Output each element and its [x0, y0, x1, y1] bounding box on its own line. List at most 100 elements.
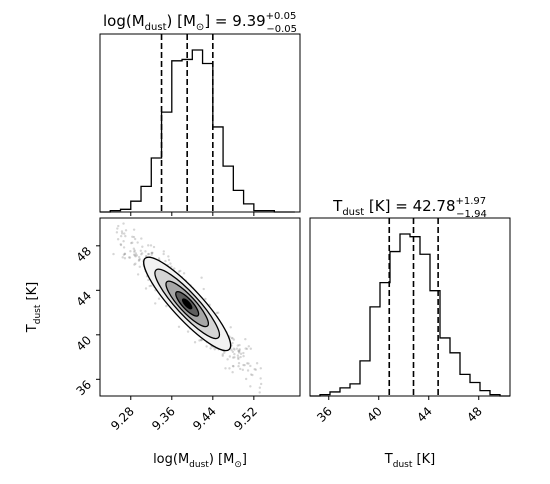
temperature-bin: [370, 307, 380, 396]
sample-point: [193, 341, 197, 344]
temperature-histogram-frame: [309, 217, 511, 397]
sample-point: [77, 159, 79, 161]
sample-point: [246, 369, 250, 372]
sample-point: [115, 231, 119, 234]
sample-point: [150, 284, 153, 287]
sample-point: [140, 237, 143, 240]
mass-histogram: [100, 34, 295, 213]
sample-point: [231, 341, 234, 345]
sample-point: [204, 297, 207, 301]
mass-bin: [233, 190, 243, 212]
sample-point: [246, 362, 249, 365]
sample-point: [239, 367, 242, 371]
sample-point: [117, 224, 120, 228]
sample-point: [119, 234, 123, 238]
mass-bin: [203, 64, 213, 213]
sample-point: [242, 351, 245, 355]
sample-point: [253, 368, 256, 371]
mass-bin: [141, 186, 151, 212]
sample-point: [258, 386, 262, 389]
temperature-y-axis-label: Tdust [K]: [25, 282, 43, 333]
sample-point: [258, 391, 261, 394]
sample-point: [122, 253, 126, 256]
mass-bin: [213, 127, 223, 212]
sample-point: [164, 259, 167, 263]
sample-point: [132, 247, 136, 250]
sample-point: [238, 349, 241, 352]
sample-point: [120, 232, 124, 235]
sample-point: [130, 241, 133, 245]
mass-x-tick-label: 9.44: [190, 404, 219, 433]
sample-point: [132, 235, 136, 239]
sample-point: [122, 222, 125, 225]
sample-point: [226, 358, 229, 361]
sample-point: [244, 337, 247, 341]
temperature-y-tick-label: 44: [73, 289, 94, 310]
sample-point: [170, 265, 173, 268]
sample-point: [140, 252, 144, 255]
temperature-bin: [460, 374, 470, 396]
sample-point: [205, 345, 208, 348]
sample-point: [247, 345, 251, 348]
sample-point: [237, 349, 240, 353]
sample-point: [133, 249, 136, 252]
sample-point: [238, 348, 241, 351]
sample-point: [242, 354, 245, 358]
sample-point: [249, 347, 253, 350]
sample-point: [237, 351, 241, 354]
sample-point: [232, 365, 235, 368]
sample-point: [123, 252, 127, 256]
sample-point: [147, 278, 150, 282]
mass-x-tick-label: 9.36: [149, 404, 178, 433]
density-peak: [181, 298, 193, 310]
sample-point: [230, 348, 233, 352]
sample-point: [232, 338, 236, 341]
temperature-bin: [470, 383, 480, 397]
sample-point: [150, 251, 154, 255]
sample-point: [112, 252, 115, 256]
sample-point: [230, 336, 233, 340]
sample-point: [150, 251, 153, 255]
sample-point: [200, 276, 203, 279]
sample-point: [236, 356, 240, 359]
mass-x-tick-label: 9.52: [231, 404, 260, 433]
sample-point: [165, 304, 168, 308]
sample-point: [135, 254, 139, 257]
sample-point: [134, 262, 137, 265]
temperature-y-tick-label: 48: [73, 244, 94, 265]
temperature-bin: [360, 361, 370, 396]
sample-point: [121, 256, 124, 259]
sample-point: [124, 229, 128, 232]
sample-point: [157, 257, 161, 260]
sample-point: [235, 347, 239, 350]
sample-point: [244, 347, 247, 350]
sample-point: [243, 363, 246, 367]
temperature-y-tick-label: 36: [73, 378, 94, 399]
sample-point: [123, 257, 127, 260]
sample-point: [215, 311, 218, 315]
sample-point: [237, 364, 240, 368]
temperature-title: Tdust [K] = 42.78+1.97 −1.94: [332, 196, 487, 220]
sample-point: [245, 347, 249, 351]
sample-point: [133, 237, 137, 241]
sample-point: [157, 297, 161, 300]
sample-point: [277, 399, 279, 401]
sample-point: [202, 287, 205, 291]
sample-point: [138, 255, 141, 259]
joint-distribution: [77, 159, 279, 401]
sample-point: [154, 302, 157, 305]
sample-point: [239, 355, 242, 359]
sample-point: [249, 364, 252, 368]
sample-point: [132, 253, 136, 256]
sample-point: [136, 273, 140, 276]
sample-point: [236, 354, 240, 357]
mass-bin: [162, 112, 172, 212]
sample-point: [255, 362, 259, 365]
temperature-bin: [440, 338, 450, 396]
sample-point: [131, 235, 134, 238]
temperature-x-tick-label: 48: [464, 404, 485, 425]
sample-point: [132, 228, 136, 231]
sample-point: [144, 250, 147, 253]
sample-point: [173, 267, 176, 270]
temperature-bin: [420, 254, 430, 396]
